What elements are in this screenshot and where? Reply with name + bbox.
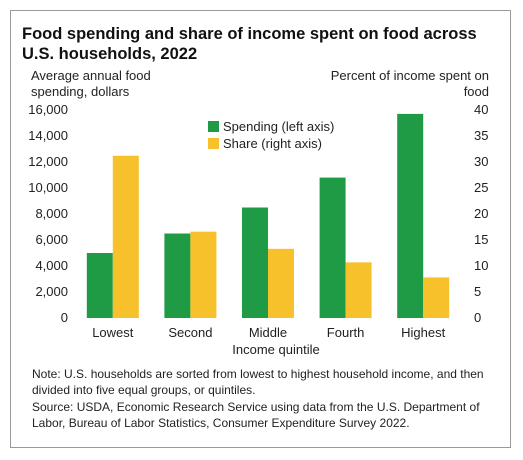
x-tick-label: Lowest [92,325,134,340]
share-bar-lowest [112,155,139,318]
share-bar-highest [423,277,450,318]
y-right-tick-label: 30 [474,154,488,169]
legend-label-share: Share (right axis) [223,136,322,151]
legend-swatch-share [208,138,219,149]
y-axis-right-label: Percent of income spent on food [330,68,489,99]
y-left-tick-label: 8,000 [35,206,68,221]
y-right-tick-label: 40 [474,102,488,117]
y-left-tick-label: 14,000 [28,128,68,143]
chart-source: Source: USDA, Economic Research Service … [32,400,480,430]
y-right-tick-label: 20 [474,206,488,221]
chart-title: Food spending and share of income spent … [22,25,477,63]
y-right-tick-label: 5 [474,284,481,299]
share-bar-second [190,231,217,318]
spending-bar-second [164,233,191,318]
y-left-tick-label: 12,000 [28,154,68,169]
y-left-tick-label: 16,000 [28,102,68,117]
share-bar-middle [268,248,294,318]
spending-bar-middle [242,207,268,318]
y-left-tick-label: 4,000 [35,258,68,273]
y-right-tick-label: 35 [474,128,488,143]
x-tick-label: Second [168,325,212,340]
spending-bar-lowest [86,253,113,318]
x-tick-label: Fourth [327,325,365,340]
y-right-tick-label: 15 [474,232,488,247]
y-right-tick-label: 25 [474,180,488,195]
y-right-tick-label: 10 [474,258,488,273]
y-right-tick-label: 0 [474,310,481,325]
share-bar-fourth [345,262,372,318]
chart-note: Note: U.S. households are sorted from lo… [32,367,484,397]
spending-bar-fourth [319,177,346,318]
x-axis-label: Income quintile [232,342,319,357]
y-axis-left-label: Average annual food spending, dollars [31,68,151,99]
y-left-tick-label: 6,000 [35,232,68,247]
y-left-tick-label: 0 [61,310,68,325]
spending-bar-highest [397,113,424,319]
x-tick-label: Highest [401,325,445,340]
chart-frame [10,10,511,448]
x-tick-label: Middle [249,325,287,340]
legend-swatch-spending [208,121,219,132]
y-left-tick-label: 10,000 [28,180,68,195]
legend-label-spending: Spending (left axis) [223,119,334,134]
y-left-tick-label: 2,000 [35,284,68,299]
